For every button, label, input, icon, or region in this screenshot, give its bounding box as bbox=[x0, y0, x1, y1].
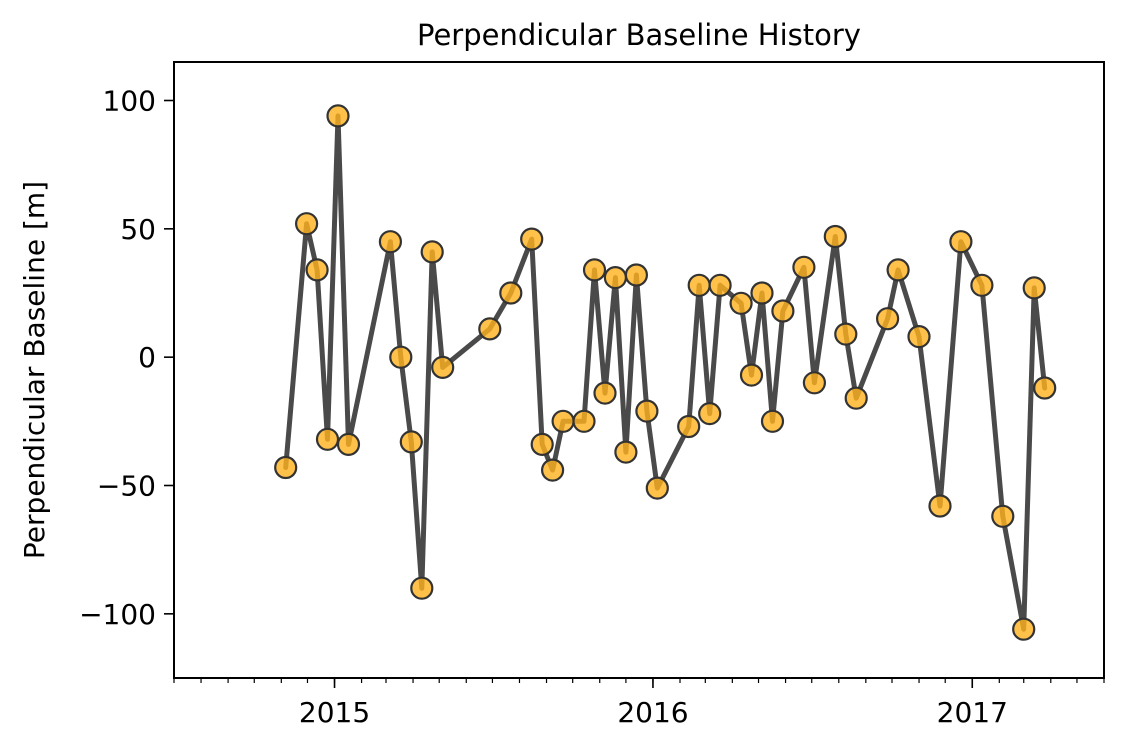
y-tick-label: 100 bbox=[103, 85, 156, 118]
data-point bbox=[295, 212, 319, 236]
data-point bbox=[907, 325, 931, 349]
data-point bbox=[1012, 617, 1036, 641]
data-point bbox=[274, 455, 298, 480]
data-point bbox=[326, 104, 350, 128]
data-point bbox=[399, 430, 423, 454]
data-point bbox=[750, 281, 774, 305]
data-point bbox=[970, 273, 994, 297]
plot-frame bbox=[173, 61, 1105, 679]
data-point bbox=[551, 409, 575, 433]
data-point bbox=[499, 281, 523, 305]
y-axis-label: Perpendicular Baseline [m] bbox=[18, 181, 51, 559]
series-line bbox=[283, 113, 1048, 632]
data-point bbox=[603, 266, 628, 290]
data-point bbox=[1022, 276, 1046, 300]
data-point bbox=[844, 386, 868, 410]
data-point bbox=[305, 258, 329, 282]
data-point bbox=[378, 230, 402, 254]
data-point bbox=[410, 576, 434, 600]
y-tick-label: 50 bbox=[120, 213, 156, 246]
y-tick-label: −100 bbox=[79, 598, 156, 631]
data-point bbox=[593, 381, 617, 405]
data-point bbox=[823, 224, 847, 249]
data-point bbox=[802, 371, 827, 395]
data-point bbox=[1033, 376, 1057, 400]
data-point bbox=[928, 494, 952, 518]
data-point bbox=[624, 263, 649, 287]
data-point bbox=[336, 432, 361, 456]
data-point bbox=[540, 458, 565, 482]
data-point bbox=[698, 402, 722, 426]
data-point bbox=[420, 240, 444, 264]
data-point bbox=[991, 504, 1015, 528]
data-point bbox=[478, 317, 502, 341]
x-tick-label: 2015 bbox=[299, 696, 370, 729]
data-point bbox=[582, 258, 607, 282]
data-point bbox=[760, 409, 785, 433]
data-point bbox=[572, 409, 596, 433]
data-point bbox=[875, 307, 900, 331]
data-point bbox=[708, 273, 732, 297]
data-point bbox=[834, 322, 858, 346]
data-point bbox=[677, 414, 701, 439]
data-point bbox=[530, 432, 554, 456]
data-point bbox=[949, 230, 973, 254]
data-point bbox=[771, 299, 795, 323]
data-point bbox=[389, 345, 413, 369]
data-point bbox=[739, 363, 764, 387]
chart-title: Perpendicular Baseline History bbox=[417, 18, 861, 52]
data-point bbox=[315, 427, 340, 451]
data-point bbox=[792, 255, 816, 279]
data-point bbox=[431, 355, 455, 379]
data-point bbox=[729, 291, 753, 315]
data-point bbox=[645, 476, 669, 500]
data-point bbox=[614, 440, 638, 464]
data-point bbox=[886, 258, 910, 282]
data-point bbox=[520, 227, 544, 251]
y-tick-label: 0 bbox=[138, 341, 156, 374]
ticks-layer: 2015 2016 2017 100 50 0 −50 −100 bbox=[79, 85, 1105, 729]
data-layer bbox=[274, 104, 1057, 641]
y-tick-label: −50 bbox=[97, 470, 156, 503]
x-tick-label: 2016 bbox=[617, 696, 688, 729]
x-tick-label: 2017 bbox=[937, 696, 1008, 729]
data-point bbox=[687, 273, 711, 297]
data-point bbox=[635, 399, 659, 423]
